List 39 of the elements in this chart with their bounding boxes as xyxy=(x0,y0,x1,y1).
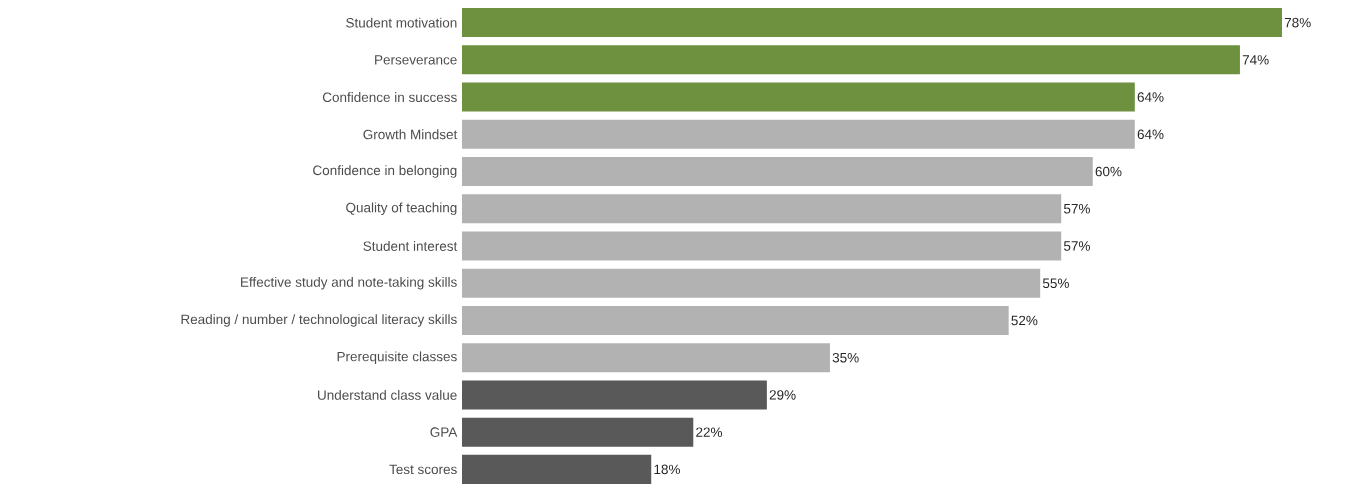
bar xyxy=(462,268,1041,298)
data-label: 74% xyxy=(1242,55,1269,65)
bar xyxy=(462,343,830,373)
bar xyxy=(462,231,1062,261)
data-label: 64% xyxy=(1137,129,1164,140)
data-label: 55% xyxy=(1042,278,1069,288)
bar xyxy=(462,82,1135,112)
data-label: 35% xyxy=(832,352,859,363)
y-tick-label: Prerequisite classes xyxy=(337,351,457,364)
bar xyxy=(462,305,1009,335)
data-label: 57% xyxy=(1063,204,1090,214)
data-label: 52% xyxy=(1011,315,1038,326)
bar xyxy=(462,194,1062,224)
y-tick-label: GPA xyxy=(430,427,458,437)
bar xyxy=(462,8,1282,38)
y-tick-label: Confidence in belonging xyxy=(313,165,457,178)
y-tick-label: Understand class value xyxy=(318,389,457,400)
data-label: 60% xyxy=(1095,166,1122,177)
bar xyxy=(462,417,694,447)
bar xyxy=(462,157,1093,187)
y-tick-label: Reading / number / technological literacy skills xyxy=(181,314,457,327)
y-tick-label: Effective study and note-taking skills xyxy=(241,276,457,290)
bar xyxy=(462,119,1135,149)
data-label: 29% xyxy=(769,390,796,400)
data-label: 22% xyxy=(696,427,723,437)
bar xyxy=(462,454,652,484)
data-label: 78% xyxy=(1284,17,1311,28)
bar xyxy=(462,380,767,410)
bar xyxy=(462,45,1240,75)
y-tick-label: Student motivation xyxy=(346,17,457,28)
y-tick-label: Student interest xyxy=(363,241,458,251)
y-tick-label: Test scores xyxy=(389,464,457,475)
data-label: 18% xyxy=(654,464,680,475)
data-label: 64% xyxy=(1137,92,1164,102)
y-tick-label: Growth Mindset xyxy=(363,129,458,140)
data-label: 57% xyxy=(1063,241,1090,251)
y-tick-label: Confidence in success xyxy=(322,92,457,103)
y-tick-label: Quality of teaching xyxy=(346,202,457,216)
y-tick-label: Perseverance xyxy=(375,55,457,65)
